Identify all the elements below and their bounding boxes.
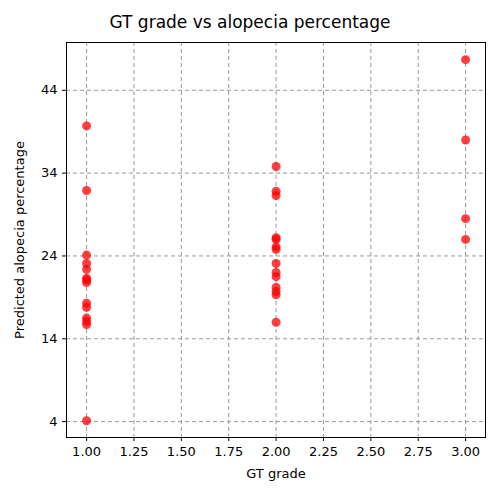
html-text:GT grade vs alopecia percentag: GT grade vs alopecia percentage [109, 12, 391, 32]
svg-text:2.00: 2.00 [262, 444, 291, 459]
svg-text:GT grade: GT grade [246, 466, 306, 481]
svg-text:3.00: 3.00 [451, 444, 480, 459]
svg-text:1.50: 1.50 [167, 444, 196, 459]
svg-text:1.75: 1.75 [214, 444, 243, 459]
svg-text:24: 24 [41, 248, 58, 263]
svg-text:44: 44 [41, 82, 58, 97]
svg-text:14: 14 [41, 331, 58, 346]
svg-text:1.00: 1.00 [72, 444, 101, 459]
svg-text:1.25: 1.25 [119, 444, 148, 459]
svg-text:4: 4 [49, 414, 57, 429]
svg-text:2.75: 2.75 [404, 444, 433, 459]
svg-text:2.50: 2.50 [356, 444, 385, 459]
svg-text:34: 34 [41, 165, 58, 180]
svg-text:Predicted alopecia percentage: Predicted alopecia percentage [12, 141, 27, 339]
svg-text:2.25: 2.25 [309, 444, 338, 459]
